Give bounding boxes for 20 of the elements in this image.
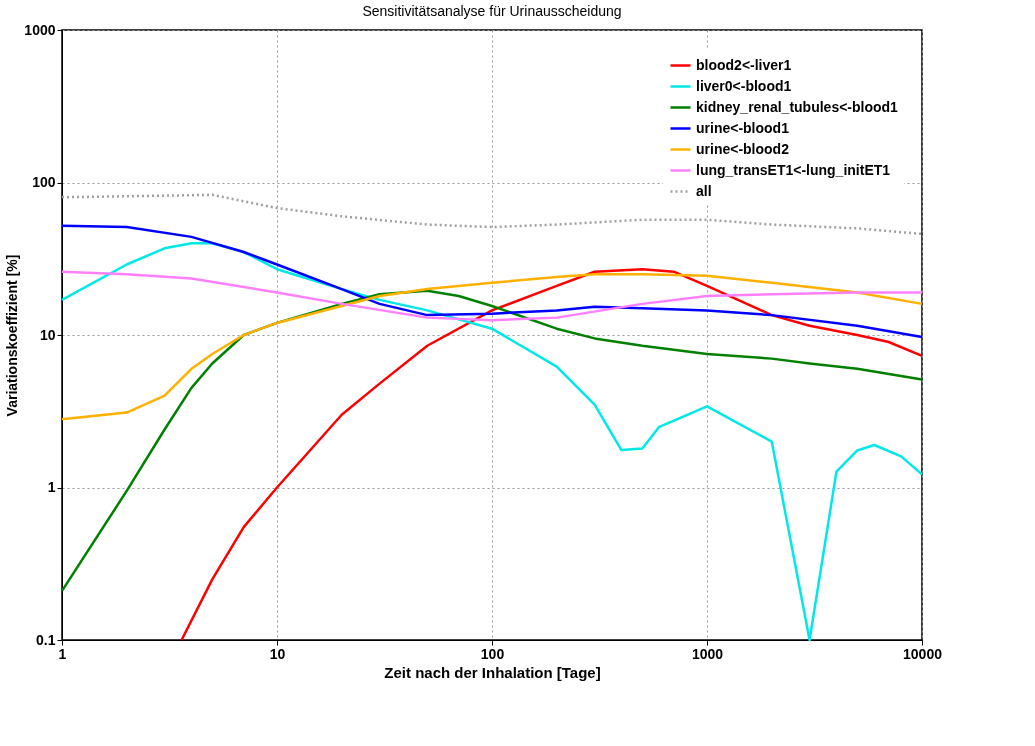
legend-label: blood2<-liver1	[696, 56, 792, 73]
legend-label: urine<-blood1	[696, 119, 790, 136]
legend-label: lung_transET1<-lung_initET1	[696, 161, 891, 178]
chart-title: Sensitivitätsanalyse für Urinausscheidung	[362, 3, 622, 19]
x-tick-label: 1000	[691, 645, 724, 662]
x-tick-label: 10000	[903, 645, 943, 662]
y-tick-label: 10	[39, 326, 56, 343]
x-tick-label: 100	[480, 645, 505, 662]
y-tick-label: 1	[47, 479, 56, 495]
y-tick-label: 1000	[24, 21, 56, 38]
x-tick-label: 10	[269, 645, 286, 662]
legend-label: all	[696, 182, 712, 199]
y-tick-label: 0.1	[36, 631, 56, 648]
y-axis-title: Variationskoeffizient [%]	[4, 254, 21, 417]
y-tick-label: 100	[32, 174, 56, 190]
legend-label: urine<-blood2	[696, 140, 790, 157]
legend-label: kidney_renal_tubules<-blood1	[696, 98, 899, 115]
legend-label: liver0<-blood1	[696, 77, 792, 94]
x-axis-title: Zeit nach der Inhalation [Tage]	[384, 663, 601, 681]
x-tick-label: 1	[58, 645, 67, 662]
